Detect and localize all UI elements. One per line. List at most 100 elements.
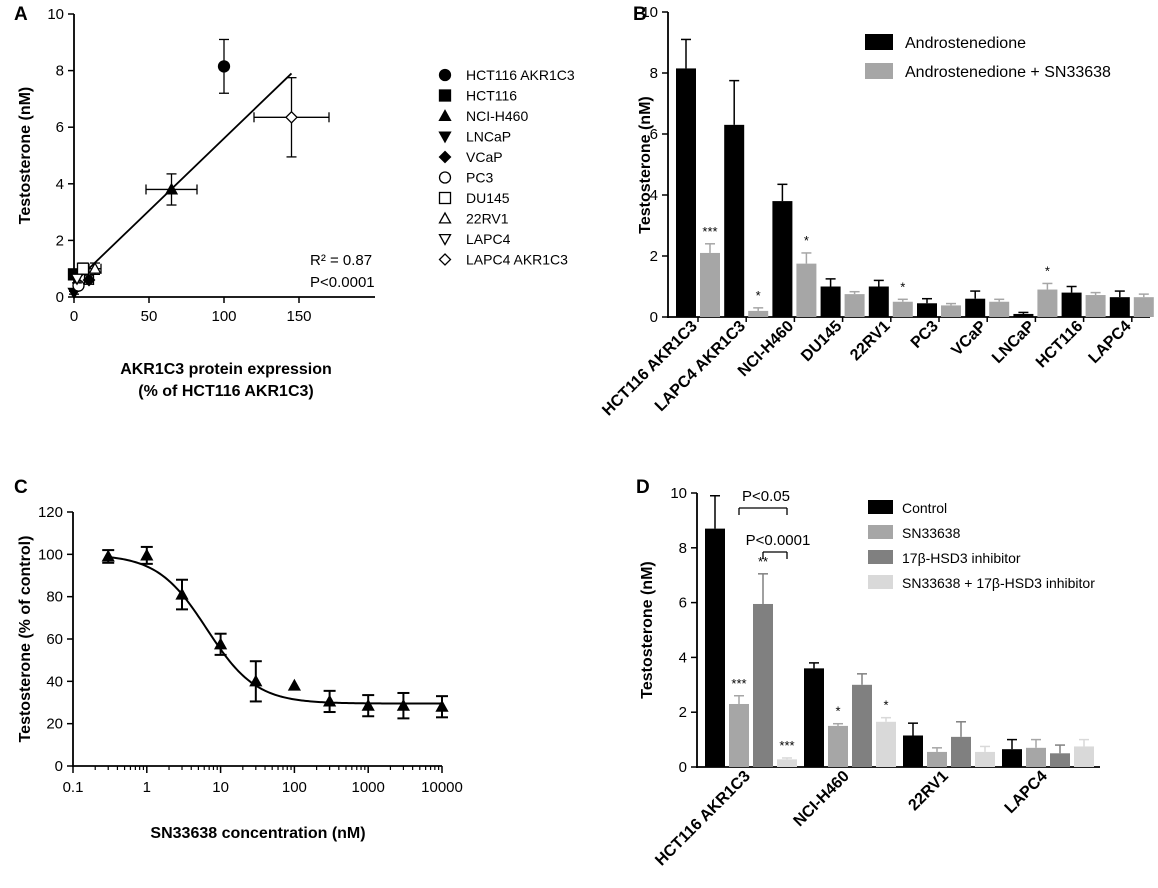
a-point-du145 <box>76 262 90 275</box>
d-bar-22rv1-1 <box>927 751 947 767</box>
b-x-tick-label: LNCaP <box>989 318 1038 367</box>
b-y-axis-title: Testosterone (nM) <box>637 96 654 233</box>
c-x-tick-label: 1 <box>143 779 151 796</box>
d-significance-star: *** <box>731 676 746 691</box>
a-point-lapc4 <box>70 273 84 286</box>
panel-label-b: B <box>633 4 647 25</box>
b-legend-label: Androstenedione <box>905 35 1026 52</box>
a-point-vcap <box>82 273 96 287</box>
b-bar-hct116-akr1c3-1 <box>700 252 720 317</box>
panel-label-a: A <box>14 4 28 25</box>
b-bar-lapc4-0 <box>1109 297 1130 317</box>
a-legend-label: LAPC4 AKR1C3 <box>466 252 568 268</box>
b-x-tick-label: LAPC4 AKR1C3 <box>652 318 749 415</box>
d-legend-label: 17β-HSD3 inhibitor <box>902 550 1021 566</box>
b-bar-pc3-0 <box>917 303 937 317</box>
a-y-tick-label: 4 <box>56 176 64 193</box>
c-y-tick-label: 60 <box>46 631 63 648</box>
c-data-point <box>435 699 449 712</box>
a-legend-marker <box>438 131 452 144</box>
b-bar-du145-0 <box>820 286 841 317</box>
d-bar-22rv1-2 <box>951 736 971 767</box>
a-legend-label: LAPC4 <box>466 231 511 247</box>
d-y-tick-label: 8 <box>679 540 687 557</box>
b-bar-nci-h460-0 <box>772 201 793 317</box>
d-legend-swatch <box>868 500 893 514</box>
b-x-tick-label: LAPC4 <box>1086 318 1135 367</box>
d-y-tick-label: 4 <box>679 649 687 666</box>
b-bar-hct116-akr1c3-0 <box>676 68 696 317</box>
b-bar-lncap-0 <box>1013 313 1034 317</box>
d-bar-nci-h460-3 <box>876 721 896 767</box>
d-bar-hct116-akr1c3-0 <box>705 528 725 767</box>
c-data-point <box>396 698 411 711</box>
a-legend-marker <box>438 109 452 122</box>
a-point-nci-h460 <box>164 182 179 195</box>
b-x-tick-label: VCaP <box>948 318 990 360</box>
a-p-value: P<0.0001 <box>310 274 375 291</box>
d-significance-star: *** <box>779 738 794 753</box>
c-data-point <box>249 674 263 687</box>
a-y-tick-label: 8 <box>56 63 64 80</box>
b-x-tick-label: 22RV1 <box>847 318 893 364</box>
d-legend-label: SN33638 + 17β-HSD3 inhibitor <box>902 575 1095 591</box>
b-bar-hct116-0 <box>1061 292 1082 317</box>
b-legend-swatch <box>865 63 893 79</box>
a-point-lapc4-akr1c3 <box>285 110 298 124</box>
d-bracket-label: P<0.0001 <box>746 532 811 549</box>
d-y-tick-label: 2 <box>679 704 687 721</box>
a-legend-marker <box>438 150 452 164</box>
b-bar-lapc4-akr1c3-1 <box>748 310 769 317</box>
c-y-tick-label: 20 <box>46 716 63 733</box>
a-y-axis-title: Testosterone (nM) <box>17 87 34 224</box>
a-legend-marker <box>438 211 452 224</box>
a-legend-label: PC3 <box>466 170 493 186</box>
b-significance-star: *** <box>702 224 717 239</box>
b-significance-star: * <box>900 279 905 294</box>
c-y-tick-label: 0 <box>55 758 63 775</box>
d-bar-22rv1-3 <box>975 751 995 767</box>
b-y-tick-label: 4 <box>650 187 658 204</box>
b-x-tick-label: HCT116 <box>1033 318 1087 372</box>
a-legend-label: VCaP <box>466 149 503 165</box>
d-legend-label: Control <box>902 500 947 516</box>
a-y-tick-label: 0 <box>56 289 64 306</box>
d-bar-lapc4-1 <box>1026 747 1046 767</box>
d-bracket-label: P<0.05 <box>742 488 790 505</box>
c-x-tick-label: 0.1 <box>63 779 84 796</box>
d-y-tick-label: 6 <box>679 595 687 612</box>
a-x-tick-label: 150 <box>286 308 311 325</box>
a-y-tick-label: 10 <box>47 6 64 23</box>
d-legend-swatch <box>868 550 893 564</box>
b-y-tick-label: 2 <box>650 248 658 265</box>
b-bar-22rv1-0 <box>868 286 889 317</box>
d-x-tick-label: 22RV1 <box>905 768 951 814</box>
panel-label-d: D <box>636 477 650 498</box>
c-y-axis-title: Testosterone (% of control) <box>17 536 34 743</box>
a-r-squared: R² = 0.87 <box>310 252 372 269</box>
a-legend-marker <box>438 253 452 266</box>
d-bar-lapc4-2 <box>1050 753 1070 767</box>
a-x-tick-label: 100 <box>211 308 236 325</box>
c-y-tick-label: 120 <box>38 504 63 521</box>
d-bar-lapc4-0 <box>1002 749 1022 767</box>
b-y-tick-label: 0 <box>650 309 658 326</box>
b-bar-lapc4-1 <box>1133 297 1154 317</box>
d-significance-star: ** <box>758 554 768 569</box>
a-legend-marker <box>438 171 452 184</box>
a-legend-marker <box>438 68 452 82</box>
b-legend-swatch <box>865 34 893 50</box>
b-bar-vcap-1 <box>989 301 1010 317</box>
b-significance-star: * <box>1045 263 1050 278</box>
c-data-point <box>361 698 375 711</box>
a-legend-label: HCT116 AKR1C3 <box>466 67 575 83</box>
b-bar-lncap-1 <box>1037 289 1058 317</box>
c-data-point <box>175 587 189 600</box>
d-x-tick-label: LAPC4 <box>1002 768 1051 817</box>
c-x-tick-label: 1000 <box>352 779 385 796</box>
c-x-axis-title: SN33638 concentration (nM) <box>150 825 365 842</box>
a-y-tick-label: 2 <box>56 232 64 249</box>
c-data-point <box>101 549 115 562</box>
a-regression-line <box>73 72 293 284</box>
